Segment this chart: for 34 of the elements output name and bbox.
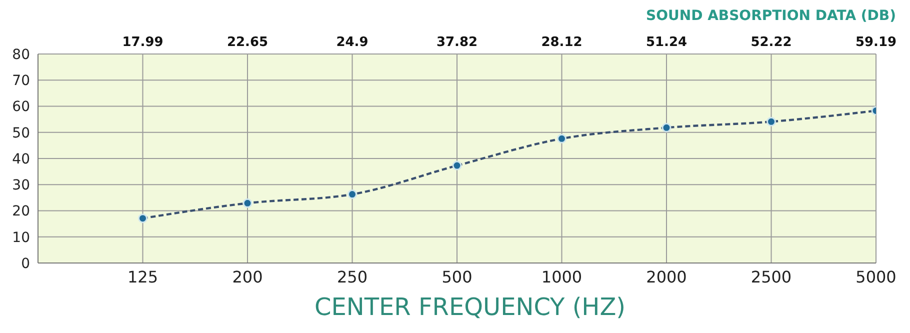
point	[557, 134, 566, 144]
point	[242, 198, 252, 208]
text: 59.19	[855, 35, 897, 50]
y-tick-label: 0	[21, 256, 30, 272]
point	[766, 116, 776, 126]
y-tick-label: 50	[12, 125, 30, 142]
text: 52.22	[750, 35, 792, 50]
x-tick-label: 500	[442, 267, 472, 286]
text: 51.24	[646, 35, 688, 50]
point	[138, 214, 148, 224]
y-tick-label: 20	[12, 204, 30, 220]
x-tick-label: 1000	[541, 267, 582, 286]
chart-title: SOUND ABSORPTION DATA (DB)	[646, 8, 896, 24]
x-tick-label: 5000	[856, 267, 896, 286]
x-tick-label: 125	[127, 267, 158, 286]
point	[348, 190, 357, 200]
x-axis-title: CENTER FREQUENCY (HZ)	[313, 293, 627, 321]
y-tick-label: 40	[12, 151, 30, 168]
text: 24.9	[336, 35, 368, 50]
x-tick-label: 2500	[750, 267, 792, 286]
y-tick-label: 70	[12, 73, 30, 90]
x-tick-label: 200	[232, 267, 263, 286]
y-tick-label: 80	[12, 46, 30, 63]
point	[662, 122, 672, 132]
y-tick-label: 10	[12, 230, 30, 246]
x-tick-label: 2000	[646, 267, 687, 286]
y-tick-label: 30	[12, 178, 30, 194]
point	[452, 160, 462, 170]
text: 22.65	[226, 35, 268, 50]
text: 37.82	[436, 35, 478, 50]
text: 17.99	[122, 35, 164, 50]
x-tick-label: 250	[336, 267, 368, 286]
text: 28.12	[541, 35, 582, 50]
y-tick-label: 60	[12, 99, 30, 116]
